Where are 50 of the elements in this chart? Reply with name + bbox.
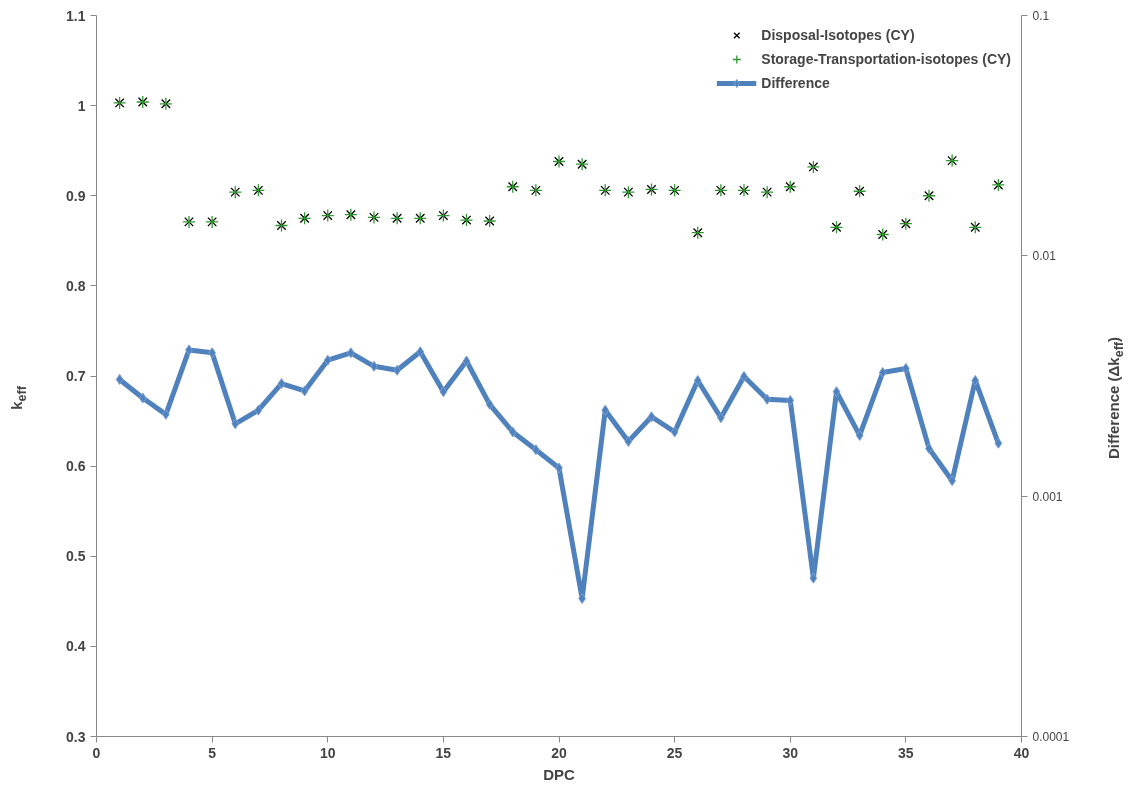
point bbox=[277, 378, 286, 390]
y-tick-label: 0.9 bbox=[66, 187, 86, 204]
y-tick-label: 0.7 bbox=[66, 368, 86, 384]
point bbox=[300, 385, 309, 397]
point bbox=[786, 395, 795, 407]
x-tick-label: 5 bbox=[208, 744, 217, 761]
y-tick-label: 0.8 bbox=[66, 277, 86, 294]
point bbox=[647, 411, 656, 423]
point bbox=[832, 386, 841, 398]
y2-tick-label: 0.0001 bbox=[1032, 730, 1070, 744]
point bbox=[254, 404, 263, 416]
y-tick-label: 1.1 bbox=[66, 7, 86, 24]
point bbox=[971, 374, 980, 386]
point bbox=[809, 572, 818, 584]
x-tick-label: 30 bbox=[782, 744, 799, 761]
x-axis-title: DPC bbox=[543, 765, 575, 783]
point bbox=[601, 404, 610, 416]
y-tick-label: 1 bbox=[77, 97, 86, 114]
point bbox=[994, 437, 1003, 449]
point bbox=[115, 373, 124, 385]
point bbox=[878, 367, 887, 378]
y2-tick-label: 0.01 bbox=[1032, 249, 1057, 264]
point bbox=[624, 435, 633, 447]
legend-label: Disposal-Isotopes (CY) bbox=[761, 27, 915, 43]
y2-tick-label: 0.001 bbox=[1032, 489, 1063, 504]
x-tick-label: 25 bbox=[666, 744, 683, 761]
x-tick-label: 20 bbox=[551, 744, 567, 761]
y-tick-label: 0.5 bbox=[66, 548, 86, 565]
y-tick-label: 0.6 bbox=[66, 458, 86, 475]
point bbox=[231, 418, 240, 430]
point bbox=[138, 392, 147, 404]
point bbox=[508, 426, 517, 438]
point bbox=[855, 429, 864, 441]
point bbox=[670, 426, 679, 438]
point bbox=[693, 374, 702, 386]
legend-label: Difference bbox=[761, 75, 830, 91]
legend-label: Storage-Transportation-isotopes (CY) bbox=[761, 51, 1011, 67]
x-tick-label: 15 bbox=[435, 744, 452, 761]
y-tick-label: 0.4 bbox=[66, 638, 86, 655]
point bbox=[439, 386, 448, 398]
x-tick-label: 35 bbox=[898, 744, 914, 761]
point bbox=[485, 398, 494, 410]
point bbox=[416, 346, 425, 358]
x-tick-label: 10 bbox=[319, 744, 336, 761]
y2-tick-label: 0.1 bbox=[1032, 9, 1050, 23]
x-tick-label: 0 bbox=[92, 744, 101, 761]
x-tick-label: 40 bbox=[1013, 744, 1030, 761]
point bbox=[323, 354, 332, 366]
point bbox=[462, 355, 471, 367]
y-tick-label: 0.3 bbox=[66, 728, 86, 745]
